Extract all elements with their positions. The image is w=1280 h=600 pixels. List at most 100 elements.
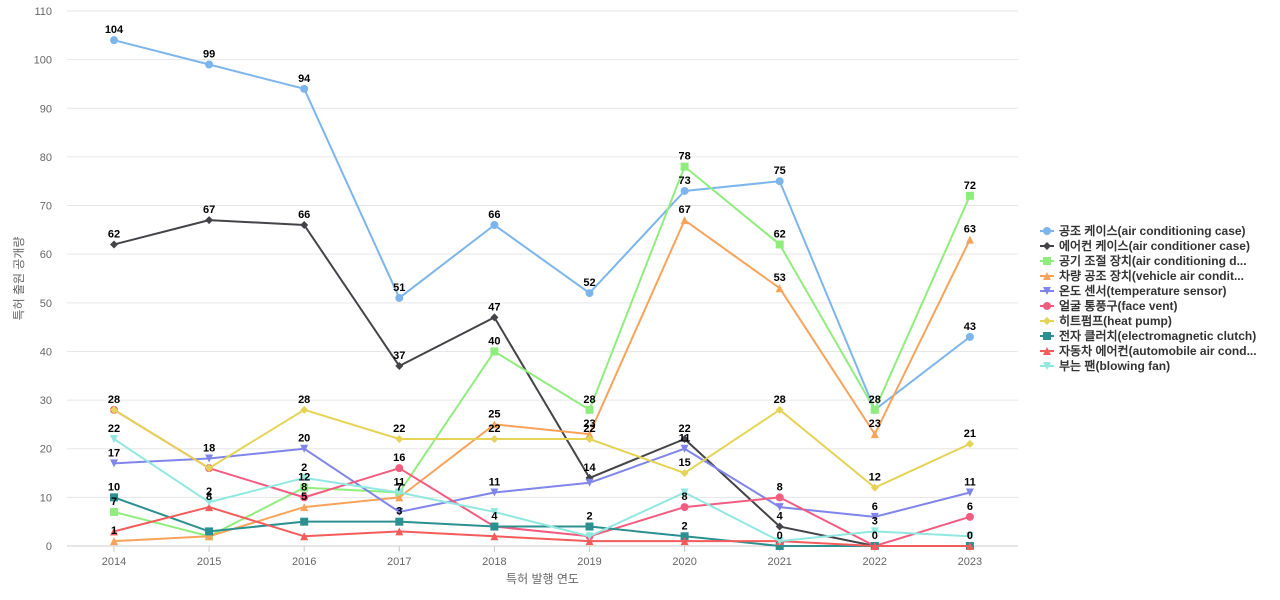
data-point[interactable] (205, 527, 214, 536)
data-point[interactable] (395, 507, 404, 516)
series-line[interactable] (113, 408, 971, 547)
data-point[interactable] (110, 240, 118, 249)
data-point[interactable] (205, 498, 214, 507)
data-point[interactable] (300, 405, 309, 414)
data-point[interactable] (680, 537, 689, 546)
data-point[interactable] (490, 420, 499, 429)
data-point[interactable] (300, 221, 309, 229)
data-point[interactable] (205, 464, 214, 473)
data-point[interactable] (870, 430, 879, 439)
data-point[interactable] (395, 435, 404, 443)
series-line[interactable] (113, 39, 971, 411)
data-point[interactable] (110, 527, 118, 536)
series-line[interactable] (113, 438, 970, 543)
data-point[interactable] (775, 542, 784, 550)
data-point[interactable] (870, 405, 879, 414)
data-point[interactable] (395, 493, 404, 502)
data-point[interactable] (680, 162, 689, 171)
data-point[interactable] (300, 503, 309, 512)
data-point[interactable] (395, 464, 404, 473)
data-point[interactable] (585, 405, 594, 414)
data-point[interactable] (490, 507, 499, 516)
data-point[interactable] (585, 522, 594, 531)
data-point[interactable] (965, 542, 974, 550)
data-point[interactable] (110, 537, 118, 546)
data-point[interactable] (490, 221, 499, 229)
data-point[interactable] (965, 439, 974, 448)
data-point[interactable] (680, 444, 689, 453)
legend-item[interactable]: 자동차 에어컨(automobile air cond... (1040, 343, 1257, 358)
data-point[interactable] (395, 527, 404, 536)
data-point[interactable] (870, 527, 879, 536)
series-line[interactable] (113, 506, 970, 547)
legend-item[interactable]: 공기 조절 장치(air conditioning d... (1040, 253, 1247, 268)
data-point[interactable] (490, 313, 499, 322)
data-point[interactable] (395, 517, 404, 526)
legend-item[interactable]: 공조 케이스(air conditioning case) (1040, 223, 1246, 238)
data-point[interactable] (870, 512, 879, 521)
data-point[interactable] (775, 503, 784, 512)
data-point[interactable] (585, 289, 594, 298)
data-point[interactable] (490, 522, 499, 531)
data-point[interactable] (585, 478, 594, 487)
data-point[interactable] (300, 444, 309, 453)
data-point[interactable] (110, 435, 118, 443)
data-point[interactable] (965, 235, 974, 244)
data-point[interactable] (965, 191, 974, 200)
data-point[interactable] (680, 186, 689, 195)
data-point[interactable] (680, 488, 689, 497)
data-point[interactable] (680, 216, 689, 225)
data-point[interactable] (585, 435, 594, 443)
data-point[interactable] (300, 84, 309, 93)
data-point[interactable] (110, 459, 118, 468)
data-point[interactable] (300, 532, 309, 541)
data-point[interactable] (965, 488, 974, 497)
series-line[interactable] (113, 165, 971, 538)
data-point[interactable] (775, 405, 784, 414)
legend-item[interactable]: 온도 센서(temperature sensor) (1040, 283, 1227, 298)
data-point[interactable] (965, 532, 974, 541)
data-point[interactable] (395, 488, 404, 497)
data-point[interactable] (490, 532, 499, 541)
data-point[interactable] (395, 362, 404, 371)
data-point[interactable] (110, 507, 118, 516)
data-point[interactable] (680, 469, 689, 478)
data-point[interactable] (680, 503, 689, 512)
legend[interactable]: 공조 케이스(air conditioning case)에어컨 케이스(air… (1040, 223, 1257, 373)
data-point[interactable] (205, 532, 214, 541)
data-point[interactable] (680, 435, 689, 443)
data-point[interactable] (490, 488, 499, 497)
data-point[interactable] (490, 347, 499, 356)
legend-item[interactable]: 전자 클러치(electromagnetic clutch) (1040, 328, 1256, 343)
legend-item[interactable]: 에어컨 케이스(air conditioner case) (1040, 238, 1250, 253)
data-point[interactable] (110, 36, 118, 45)
data-point[interactable] (870, 483, 879, 492)
data-point[interactable] (680, 532, 689, 541)
series-line[interactable] (113, 496, 970, 547)
data-point[interactable] (775, 522, 784, 531)
data-point[interactable] (300, 483, 309, 492)
data-point[interactable] (585, 532, 594, 541)
legend-item[interactable]: 차량 공조 장치(vehicle air condit... (1040, 268, 1244, 283)
data-point[interactable] (300, 473, 309, 482)
data-point[interactable] (110, 405, 118, 414)
legend-item[interactable]: 부는 팬(blowing fan) (1040, 358, 1170, 373)
data-point[interactable] (870, 542, 879, 550)
data-point[interactable] (775, 177, 784, 186)
data-point[interactable] (775, 537, 784, 546)
data-point[interactable] (205, 216, 214, 225)
data-point[interactable] (775, 493, 784, 502)
data-point[interactable] (775, 240, 784, 249)
legend-item[interactable]: 히트펌프(heat pump) (1040, 313, 1172, 328)
data-point[interactable] (110, 493, 118, 502)
data-point[interactable] (205, 503, 214, 512)
data-point[interactable] (775, 284, 784, 293)
data-point[interactable] (490, 435, 499, 443)
data-point[interactable] (585, 430, 594, 439)
legend-item[interactable]: 얼굴 통풍구(face vent) (1040, 298, 1178, 313)
data-point[interactable] (300, 517, 309, 526)
data-point[interactable] (300, 493, 309, 502)
data-point[interactable] (395, 293, 404, 302)
data-point[interactable] (585, 537, 594, 546)
data-point[interactable] (965, 332, 974, 341)
